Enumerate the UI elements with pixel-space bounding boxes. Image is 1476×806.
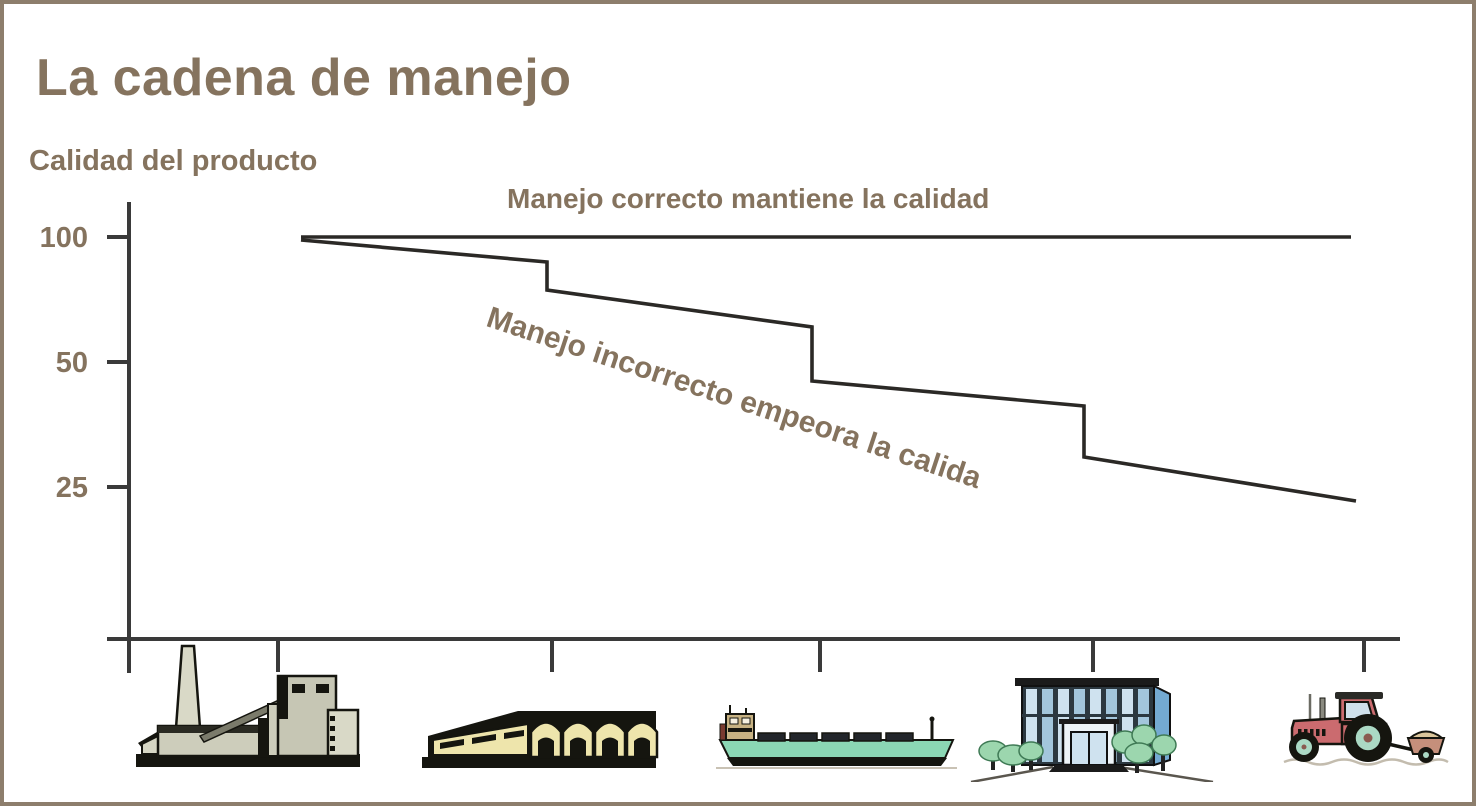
y-tick-label-25: 25 (56, 472, 88, 504)
incorrect-handling-line (300, 238, 1357, 503)
chart-axes: 100 50 25 (40, 202, 1400, 673)
quality-lines (300, 235, 1357, 503)
y-tick-label-100: 100 (40, 222, 88, 254)
cargo-ship-icon (716, 705, 957, 769)
tractor-icon (1283, 692, 1449, 766)
y-axis-label: Calidad del producto (29, 145, 318, 177)
factory-icon (136, 644, 360, 767)
warehouse-icon (422, 711, 659, 768)
correct-handling-label: Manejo correcto mantiene la calidad (507, 183, 990, 214)
quality-chart: 100 50 25 (40, 202, 1400, 673)
page-title: La cadena de manejo (36, 49, 572, 107)
y-tick-label-50: 50 (56, 347, 88, 379)
market-building-icon (970, 678, 1214, 782)
